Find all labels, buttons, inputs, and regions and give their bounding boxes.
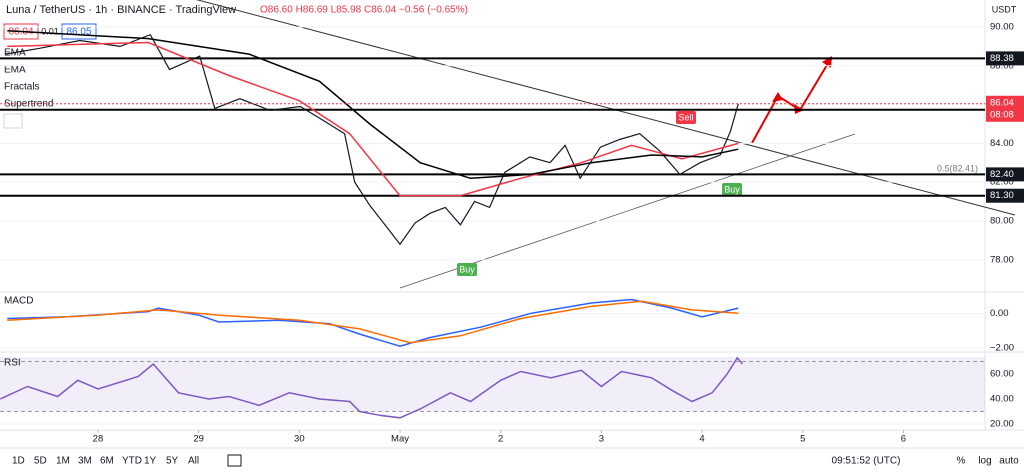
pane-title: MACD [4, 296, 33, 307]
range-button[interactable]: All [188, 456, 199, 467]
range-button[interactable]: 3M [78, 456, 92, 467]
x-tick-label: 3 [599, 434, 604, 445]
level-tag [986, 167, 1024, 182]
rsi-band [369, 357, 985, 411]
collapse-button[interactable] [3, 113, 23, 129]
buy-signal [457, 263, 477, 276]
indicator-label: Fractals [4, 82, 40, 93]
sell-label: Sell [678, 112, 693, 122]
fib-label: 0.5(82.41) [937, 163, 978, 173]
arrow-head [772, 92, 783, 102]
range-button[interactable]: 5D [34, 456, 47, 467]
trendline [196, 0, 1016, 216]
x-tick-label: 6 [901, 434, 906, 445]
projection-arrow [751, 59, 831, 144]
range-button[interactable]: 1Y [144, 456, 157, 467]
y-tick-label: −2.00 [990, 342, 1014, 353]
buy-label: Buy [459, 264, 475, 274]
indicator-label: EMA [4, 65, 26, 76]
range-bar: 1D 5D 1M 3M 6M YTD 1Y 5Y All [12, 456, 199, 467]
x-tick-label: 5 [800, 434, 805, 445]
rsi-band [0, 357, 369, 411]
y-tick-label: 0.00 [990, 308, 1009, 319]
series-line [0, 356, 743, 419]
currency-selector[interactable]: USDT [992, 4, 1017, 14]
range-button[interactable]: 5Y [166, 456, 179, 467]
x-tick-label: 29 [193, 434, 204, 445]
y-tick-label: 40.00 [990, 394, 1014, 405]
percent-toggle[interactable]: % [957, 456, 966, 467]
y-tick-label: 60.00 [990, 369, 1014, 380]
y-tick-label: 78.00 [990, 254, 1014, 265]
indicator-label: EMA [4, 48, 26, 59]
trendline [399, 133, 856, 289]
buy-signal [722, 183, 742, 196]
x-tick-label: May [391, 434, 409, 445]
range-button[interactable]: YTD [122, 456, 142, 467]
buy-label: Buy [724, 184, 740, 194]
y-tick-label: 84.00 [990, 138, 1014, 149]
series-line [7, 30, 739, 180]
range-button[interactable]: 1D [12, 456, 25, 467]
range-button[interactable]: 1M [56, 456, 70, 467]
x-tick-label: 28 [93, 434, 104, 445]
series-line [7, 300, 739, 344]
countdown: 08:08 [990, 109, 1014, 120]
level-label: 81.30 [990, 190, 1014, 201]
level-label: 82.40 [990, 169, 1014, 180]
pane-title: RSI [4, 358, 21, 369]
y-tick-label: 20.00 [990, 419, 1014, 430]
date-range-icon[interactable] [227, 454, 242, 467]
level-tag [986, 188, 1024, 203]
x-tick-label: 2 [498, 434, 503, 445]
series-line [5, 33, 739, 246]
level-label: 88.38 [990, 53, 1014, 64]
y-tick-label: 88.00 [990, 60, 1014, 71]
y-tick-label: 90.00 [990, 21, 1014, 32]
level-tag [986, 51, 1024, 66]
last-price-label: 86.04 [990, 97, 1014, 108]
series-line [7, 41, 739, 197]
clock: 09:51:52 (UTC) [832, 456, 901, 467]
y-tick-label: 82.00 [990, 177, 1014, 188]
ask: 86.05 [66, 27, 91, 38]
range-button[interactable]: 6M [100, 456, 114, 467]
ohlc: O86.60 H86.69 L85.98 C86.04 −0.56 (−0.65… [260, 5, 468, 16]
auto-toggle[interactable]: auto [999, 456, 1019, 467]
last-price-tag [986, 95, 1024, 122]
spread: 0.01 [41, 26, 59, 36]
symbol-title: Luna / TetherUS · 1h · BINANCE · Trading… [6, 4, 236, 16]
sell-signal [676, 111, 696, 124]
y-tick-label: 80.00 [990, 215, 1014, 226]
x-tick-label: 30 [294, 434, 305, 445]
x-tick-label: 4 [699, 434, 704, 445]
log-toggle[interactable]: log [978, 456, 991, 467]
